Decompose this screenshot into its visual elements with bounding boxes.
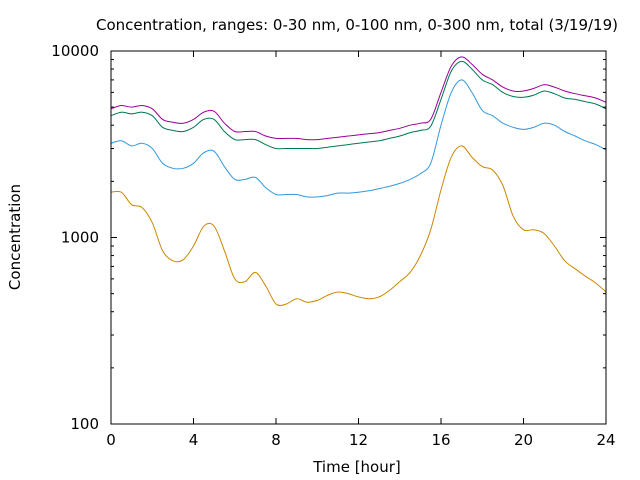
y-tick-labels: 100 1000 10000: [51, 42, 99, 433]
x-axis-title: Time [hour]: [312, 458, 401, 476]
series-line-1: [110, 145, 607, 307]
x-tick-label: 0: [106, 431, 116, 449]
chart-title: Concentration, ranges: 0-30 nm, 0-100 nm…: [96, 16, 618, 34]
series-line-4: [110, 56, 607, 141]
plot-frame: [110, 50, 607, 425]
x-tick-labels: 0 4 8 12 16 20 24: [106, 431, 615, 449]
x-tick-label: 4: [189, 431, 199, 449]
x-tick-label: 20: [514, 431, 533, 449]
y-tick-label: 100: [70, 415, 99, 433]
y-tick-label: 1000: [61, 229, 99, 247]
y-axis-title: Concentration: [6, 184, 24, 290]
tick-group: [110, 50, 607, 425]
series-line-2: [110, 79, 607, 198]
x-tick-label: 24: [596, 431, 615, 449]
x-tick-label: 16: [431, 431, 450, 449]
series-line-3: [110, 60, 607, 150]
x-tick-label: 8: [271, 431, 281, 449]
x-tick-label: 12: [349, 431, 368, 449]
y-tick-label: 10000: [51, 42, 99, 60]
series-group: [110, 56, 607, 307]
